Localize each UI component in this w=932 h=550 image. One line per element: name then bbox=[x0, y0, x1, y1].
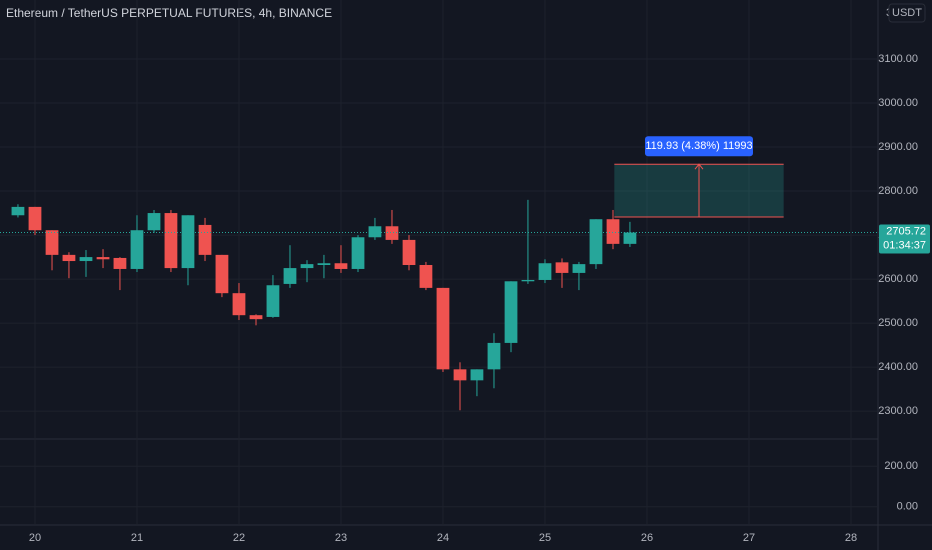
x-tick-label: 25 bbox=[539, 532, 551, 544]
currency-box[interactable] bbox=[888, 3, 926, 23]
candle-body bbox=[351, 237, 365, 269]
candle-body bbox=[11, 206, 25, 216]
candle-body bbox=[198, 224, 212, 255]
x-tick-label: 23 bbox=[335, 532, 347, 544]
measure-label-box bbox=[644, 136, 753, 157]
candle-body bbox=[249, 315, 263, 320]
candle-body bbox=[28, 206, 42, 231]
candle-body bbox=[453, 369, 467, 381]
candle-body bbox=[130, 230, 144, 269]
candle-body bbox=[232, 293, 246, 316]
y-tick-label: 2300.00 bbox=[878, 405, 918, 417]
currency-label[interactable]: USDT bbox=[892, 7, 922, 19]
x-tick-label: 27 bbox=[743, 532, 755, 544]
candle-body bbox=[470, 369, 484, 381]
candle-body bbox=[62, 254, 76, 262]
y-tick-label: 200.00 bbox=[884, 460, 918, 472]
y-tick-label: 3100.00 bbox=[878, 53, 918, 65]
candle-body bbox=[606, 219, 620, 244]
y-tick-label: 2500.00 bbox=[878, 317, 918, 329]
x-tick-label: 24 bbox=[437, 532, 449, 544]
candle-body bbox=[266, 285, 280, 317]
candle-body bbox=[368, 226, 382, 238]
y-tick-label: 2800.00 bbox=[878, 185, 918, 197]
candle-body bbox=[45, 230, 59, 255]
x-tick-label: 21 bbox=[131, 532, 143, 544]
candle-body bbox=[538, 263, 552, 280]
x-tick-label: 28 bbox=[845, 532, 857, 544]
candle-body bbox=[317, 263, 331, 266]
y-tick-label: 0.00 bbox=[897, 501, 918, 513]
y-tick-label: 3000.00 bbox=[878, 97, 918, 109]
candle-body bbox=[589, 219, 603, 265]
countdown-label: 01:34:37 bbox=[883, 239, 926, 251]
candle-body bbox=[96, 257, 110, 260]
x-tick-label: 20 bbox=[29, 532, 41, 544]
candle-body bbox=[436, 287, 450, 370]
chart-title: Ethereum / TetherUS PERPETUAL FUTURES, 4… bbox=[6, 6, 332, 20]
y-tick-label: 2600.00 bbox=[878, 273, 918, 285]
candle-body bbox=[283, 268, 297, 284]
candle-body bbox=[402, 239, 416, 266]
candle-body bbox=[113, 257, 127, 269]
candle-body bbox=[487, 342, 501, 370]
candle-body bbox=[623, 232, 637, 244]
x-tick-label: 22 bbox=[233, 532, 245, 544]
candle-body bbox=[572, 264, 586, 273]
candle-body bbox=[181, 215, 195, 269]
candle-body bbox=[79, 257, 93, 262]
last-price-box bbox=[879, 224, 930, 254]
measure-label: 119.93 (4.38%) 11993 bbox=[645, 140, 752, 152]
candle-body bbox=[147, 213, 161, 231]
candle-body bbox=[419, 265, 433, 288]
candle-body bbox=[521, 279, 535, 282]
candle-body bbox=[334, 263, 348, 269]
candle-body bbox=[164, 213, 178, 269]
candle-body bbox=[300, 264, 314, 269]
x-tick-label: 26 bbox=[641, 532, 653, 544]
measure-arrow-head bbox=[694, 163, 704, 170]
candle-body bbox=[504, 281, 518, 343]
candle-body bbox=[385, 226, 399, 240]
y-tick-label: 2900.00 bbox=[878, 141, 918, 153]
last-price-label: 2705.72 bbox=[886, 225, 926, 237]
candle-body bbox=[555, 262, 569, 273]
y-tick-label: 2400.00 bbox=[878, 361, 918, 373]
candle-body bbox=[215, 254, 229, 294]
